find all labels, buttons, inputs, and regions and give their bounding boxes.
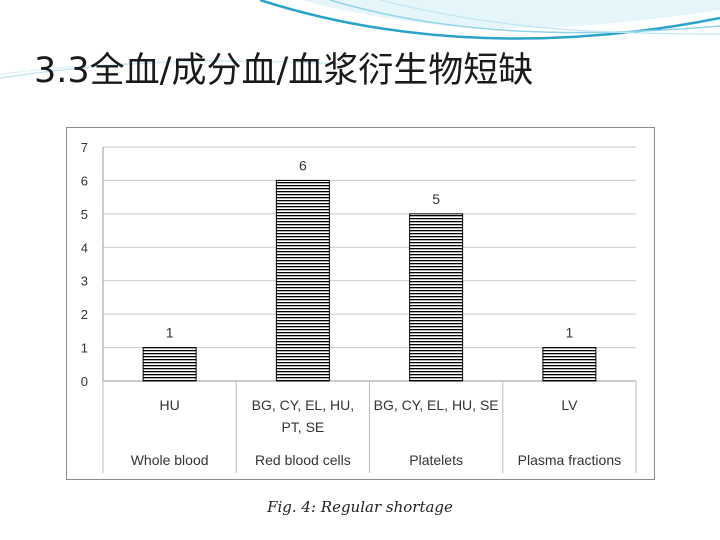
data-label: 1 bbox=[565, 325, 573, 341]
y-tick-label: 6 bbox=[81, 173, 88, 188]
data-label: 5 bbox=[432, 191, 440, 207]
y-tick-label: 7 bbox=[81, 140, 88, 155]
x-group-label: Plasma fractions bbox=[518, 452, 621, 468]
x-category-label: BG, CY, EL, HU, SE bbox=[374, 397, 499, 413]
data-label: 6 bbox=[299, 157, 307, 173]
bar bbox=[275, 179, 330, 382]
x-category-label: LV bbox=[561, 397, 578, 413]
chart-frame: 0 1 2 3 4 5 6 7 1 HU Whole blood 6 BG, CY, EL, HU, PT… bbox=[66, 127, 655, 480]
x-category-label: HU bbox=[160, 397, 180, 413]
title-swoosh-decoration bbox=[0, 0, 720, 79]
y-tick-label: 0 bbox=[81, 374, 88, 389]
y-tick-label: 1 bbox=[81, 341, 88, 356]
x-category-label: PT, SE bbox=[281, 419, 324, 435]
slide-title: 3.3全血/成分血/血浆衍生物短缺 bbox=[34, 51, 534, 91]
bar bbox=[142, 347, 197, 382]
data-label: 1 bbox=[166, 325, 174, 341]
x-category-label: BG, CY, EL, HU, bbox=[252, 397, 354, 413]
x-group-label: Platelets bbox=[409, 452, 463, 468]
bar bbox=[542, 347, 597, 382]
y-tick-label: 2 bbox=[81, 307, 88, 322]
y-tick-label: 3 bbox=[81, 274, 88, 289]
y-tick-label: 4 bbox=[81, 240, 88, 255]
x-group-label: Red blood cells bbox=[255, 452, 351, 468]
x-group-label: Whole blood bbox=[131, 452, 209, 468]
figure-caption: Fig. 4: Regular shortage bbox=[267, 498, 453, 516]
bar-chart: 0 1 2 3 4 5 6 7 1 HU Whole blood 6 BG, CY, EL, HU, PT… bbox=[81, 140, 637, 473]
bar bbox=[409, 213, 464, 382]
y-tick-label: 5 bbox=[81, 207, 88, 222]
